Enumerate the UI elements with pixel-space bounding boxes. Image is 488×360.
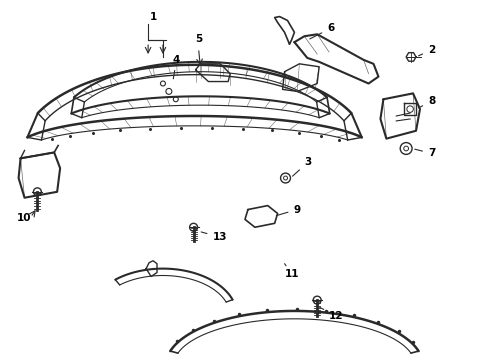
Text: 2: 2: [418, 45, 434, 56]
Text: 10: 10: [17, 213, 32, 223]
Text: 12: 12: [319, 307, 343, 321]
Text: 6: 6: [309, 23, 334, 39]
Text: 7: 7: [414, 148, 434, 158]
Text: 8: 8: [418, 96, 434, 108]
Text: 11: 11: [284, 264, 299, 279]
Text: 13: 13: [201, 232, 226, 242]
Text: 4: 4: [172, 55, 180, 79]
Text: 5: 5: [195, 34, 202, 44]
Text: 3: 3: [292, 157, 311, 176]
Text: 9: 9: [276, 204, 300, 216]
Text: 1: 1: [149, 12, 156, 22]
